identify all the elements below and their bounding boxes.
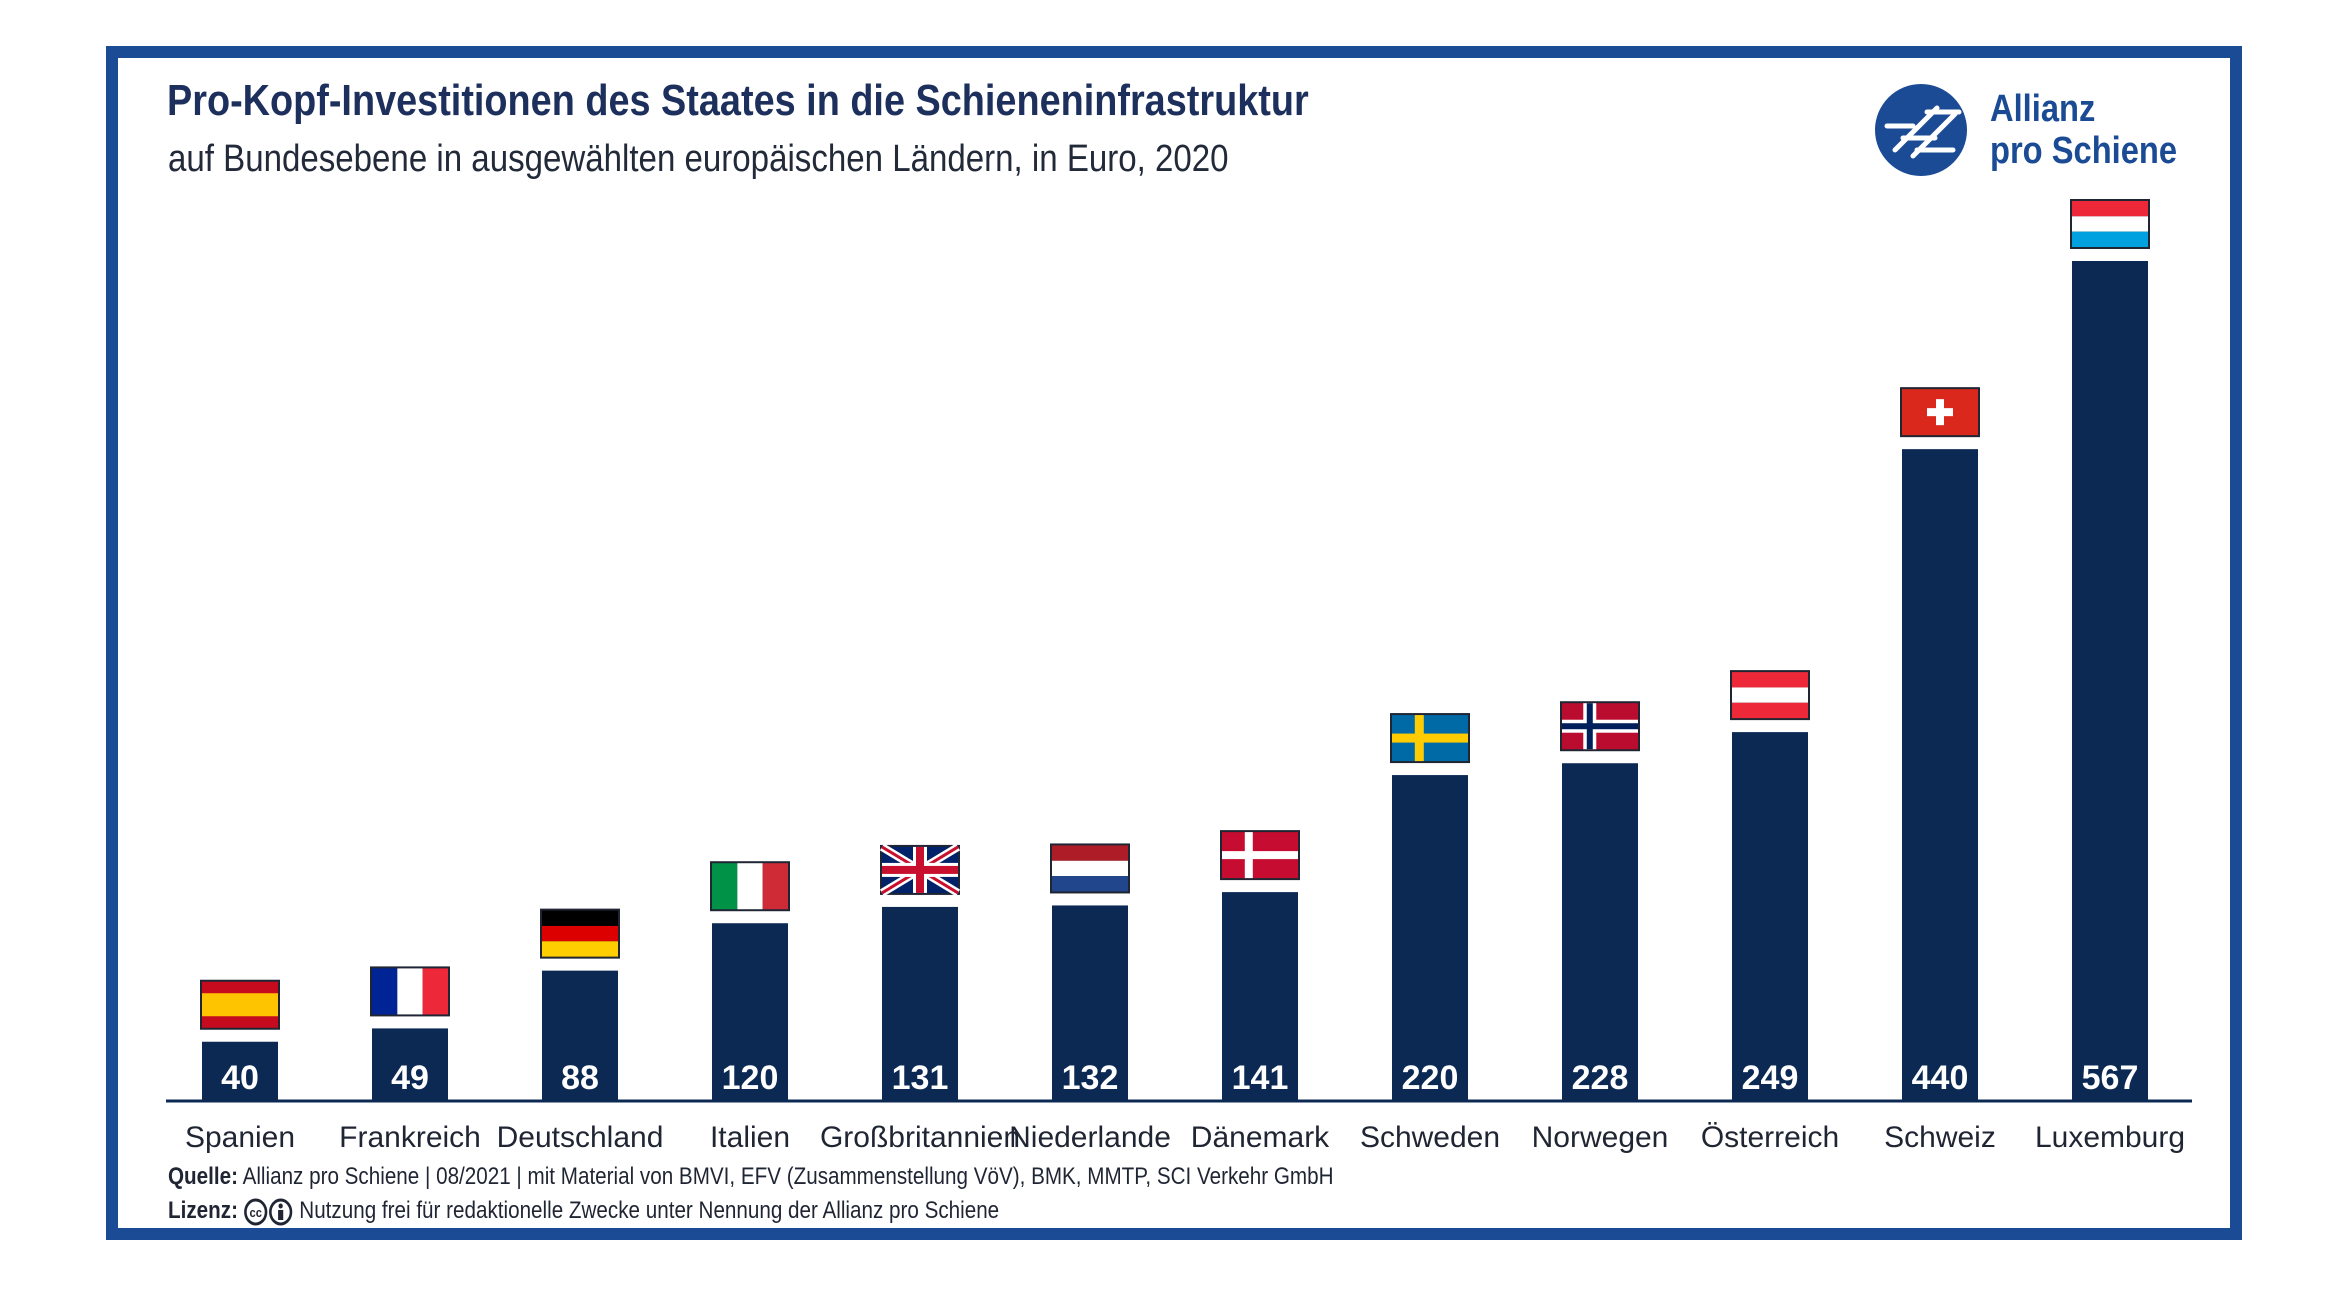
chart-title: Pro-Kopf-Investitionen des Staates in di… <box>167 76 1309 125</box>
norway-flag <box>1560 701 1640 752</box>
bar-group-7: 220 Schweden <box>1360 713 1500 1154</box>
bar-group-5: 132 Niederlande <box>1009 843 1171 1154</box>
data-label: 88 <box>561 1059 599 1097</box>
license-icons: cc <box>244 1198 293 1226</box>
bar-group-3: 120 Italien <box>710 861 790 1154</box>
bar <box>1732 732 1808 1101</box>
logo-line-2: pro Schiene <box>1990 130 2178 172</box>
category-label: Norwegen <box>1532 1121 1669 1154</box>
bars-layer: 40 Spanien 49 Frankreich 88 Deutschland 120 Ita… <box>185 199 2185 1154</box>
source-text: Allianz pro Schiene | 08/2021 | mit Mate… <box>242 1163 1334 1190</box>
data-label: 132 <box>1062 1059 1119 1097</box>
category-label: Schweiz <box>1884 1121 1996 1154</box>
bar-group-9: 249 Österreich <box>1701 670 1839 1154</box>
bar <box>542 970 618 1101</box>
category-label: Luxemburg <box>2035 1121 2185 1154</box>
denmark-flag <box>1220 830 1300 881</box>
data-label: 120 <box>722 1059 779 1097</box>
bar-group-0: 40 Spanien <box>185 979 295 1154</box>
license-line: Lizenz: cc Nutzung frei für redaktionell… <box>168 1197 999 1226</box>
bar <box>712 923 788 1101</box>
logo-emblem-icon <box>1875 84 1967 176</box>
bar-group-2: 88 Deutschland <box>497 908 664 1154</box>
data-label: 40 <box>221 1059 259 1097</box>
category-label: Italien <box>710 1121 790 1154</box>
bar-group-8: 228 Norwegen <box>1532 701 1669 1154</box>
category-label: Großbritannien <box>820 1121 1020 1154</box>
cc-icon: cc <box>244 1198 268 1226</box>
logo-line-1: Allianz <box>1990 88 2096 130</box>
bar <box>202 1041 278 1101</box>
germany-flag <box>540 908 620 959</box>
bar <box>882 906 958 1101</box>
category-label: Schweden <box>1360 1121 1500 1154</box>
bar <box>1902 449 1978 1101</box>
sweden-flag <box>1390 713 1470 764</box>
category-label: Niederlande <box>1009 1121 1171 1154</box>
category-label: Dänemark <box>1191 1121 1330 1154</box>
bar-group-11: 567 Luxemburg <box>2035 199 2185 1154</box>
data-label: 131 <box>892 1059 949 1097</box>
bar <box>1562 763 1638 1101</box>
bar <box>1222 892 1298 1101</box>
bar-group-1: 49 Frankreich <box>339 966 481 1154</box>
category-label: Frankreich <box>339 1121 481 1154</box>
source-line: Quelle: Allianz pro Schiene | 08/2021 | … <box>168 1163 1333 1191</box>
luxembourg-flag <box>2070 199 2150 249</box>
category-label: Österreich <box>1701 1121 1839 1154</box>
data-label: 440 <box>1912 1059 1969 1097</box>
data-label: 141 <box>1232 1059 1289 1097</box>
allianz-pro-schiene-logo <box>1875 84 1967 176</box>
data-label: 567 <box>2082 1059 2139 1097</box>
spain-flag <box>200 979 280 1030</box>
netherlands-flag <box>1050 843 1130 894</box>
license-text: Nutzung frei für redaktionelle Zwecke un… <box>299 1197 1000 1224</box>
chart-frame <box>106 46 2242 1240</box>
license-label: Lizenz: <box>168 1197 238 1224</box>
bar-group-10: 440 Schweiz <box>1884 387 1996 1154</box>
switzerland-flag <box>1900 387 1980 438</box>
bar <box>1052 905 1128 1101</box>
italy-flag <box>710 861 790 912</box>
data-label: 249 <box>1742 1059 1799 1097</box>
austria-flag <box>1730 670 1810 721</box>
svg-text:cc: cc <box>250 1205 263 1220</box>
bar-group-6: 141 Dänemark <box>1191 830 1330 1154</box>
data-label: 228 <box>1572 1059 1629 1097</box>
attribution-icon <box>269 1198 293 1226</box>
bar-group-4: 131 Großbritannien <box>820 843 1020 1154</box>
bar <box>372 1028 448 1101</box>
bar <box>1392 775 1468 1101</box>
data-label: 49 <box>391 1059 429 1097</box>
category-label: Spanien <box>185 1121 295 1154</box>
bar <box>2072 261 2148 1101</box>
france-flag <box>370 966 450 1017</box>
data-label: 220 <box>1402 1059 1459 1097</box>
source-label: Quelle: <box>168 1163 238 1190</box>
chart-subtitle: auf Bundesebene in ausgewählten europäis… <box>168 138 1229 180</box>
logo-text: Allianz pro Schiene <box>1990 88 2177 172</box>
category-label: Deutschland <box>497 1121 664 1154</box>
uk-flag <box>879 843 961 897</box>
